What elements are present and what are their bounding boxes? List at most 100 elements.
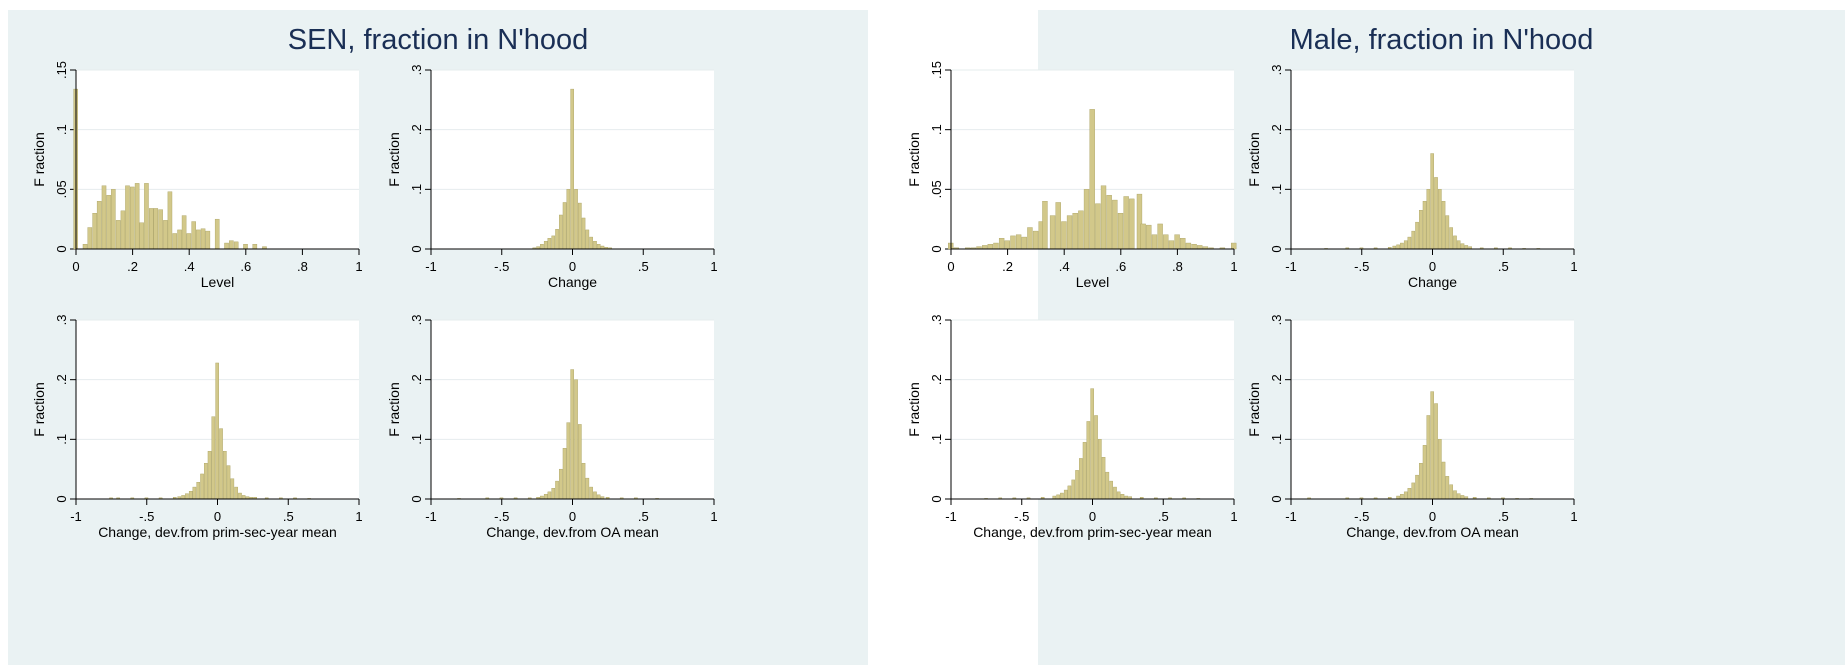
histogram-bar [1021, 236, 1027, 250]
histogram-bar [215, 362, 219, 500]
histogram-bar [1094, 415, 1098, 500]
histogram-bar [192, 486, 197, 500]
histogram-bar [243, 244, 248, 250]
histogram-bar [1407, 236, 1412, 250]
histogram-bar [1109, 480, 1113, 500]
histogram-bar [1456, 493, 1461, 500]
histogram-bar [82, 244, 88, 250]
histogram-bar [1063, 489, 1068, 500]
histogram-bar [229, 240, 234, 250]
y-tick-label: .05 [54, 180, 69, 198]
histogram-bar [1086, 421, 1091, 500]
histogram-bar [1197, 245, 1203, 250]
histogram-bar [1123, 196, 1129, 250]
histogram-bar [1438, 189, 1442, 250]
x-tick-label: -1 [70, 509, 82, 524]
histogram-bar [1449, 227, 1453, 250]
histogram-bar [115, 220, 121, 250]
histogram-bar [1072, 212, 1078, 250]
histogram-bar [134, 183, 140, 250]
histogram-bar [1426, 415, 1431, 500]
x-tick-label: .5 [638, 509, 649, 524]
histogram-bar [111, 189, 116, 250]
y-tick-label: .1 [1269, 434, 1284, 445]
histogram-sen-dev-oa: 0 .1 .2 .3 -1 -.5 0 .5 1 Change, dev.from OA mean… [386, 315, 718, 540]
histogram-bar [87, 227, 93, 250]
histogram-bar [1434, 403, 1438, 500]
figure-title: SEN, fraction in N'hood [287, 24, 589, 56]
histogram-bar [1100, 185, 1107, 250]
histogram-male-change: 0 .1 .2 .3 -1 -.5 0 .5 1 Change F raction [1246, 65, 1578, 290]
histogram-bar [578, 202, 582, 250]
histogram-sen-change: 0 .1 .2 .3 -1 -.5 0 .5 1 Change F raction [386, 65, 718, 290]
y-tick-label: .1 [929, 434, 944, 445]
histogram-bar [1066, 215, 1073, 250]
histogram-bar [1407, 488, 1412, 500]
histogram-bar [551, 488, 556, 500]
x-axis-label: Change, dev.from OA mean [1346, 524, 1519, 540]
x-tick-label: .2 [127, 259, 138, 274]
x-tick-label: .5 [283, 509, 294, 524]
histogram-bar [1079, 458, 1083, 500]
histogram-bar [1061, 221, 1067, 250]
histogram-bar [1056, 494, 1060, 500]
histogram-bar [200, 228, 206, 250]
x-tick-label: .4 [184, 259, 195, 274]
histogram-bar [585, 229, 590, 250]
y-tick-label: .1 [409, 184, 424, 195]
x-tick-label: -.5 [494, 509, 509, 524]
x-tick-label: -1 [425, 509, 437, 524]
histogram-bar [593, 491, 597, 500]
histogram-bar [555, 229, 559, 250]
histogram-bar [226, 465, 231, 500]
y-tick-label: 0 [929, 495, 944, 502]
histogram-bar [1411, 482, 1416, 500]
histogram-bar [1438, 439, 1442, 500]
histogram-bar [177, 229, 182, 250]
histogram-bar [581, 462, 586, 500]
x-tick-label: -.5 [1354, 509, 1369, 524]
histogram-bar [1163, 234, 1169, 250]
histogram-bar [1453, 490, 1457, 500]
x-tick-label: 0 [569, 259, 576, 274]
histogram-bar [230, 478, 235, 500]
y-axis-label: F raction [386, 132, 402, 186]
y-tick-label: 0 [1269, 245, 1284, 252]
histogram-bar [158, 209, 163, 250]
y-axis-label: F raction [906, 382, 922, 436]
y-tick-label: .1 [54, 434, 69, 445]
histogram-bar [1415, 474, 1419, 500]
histogram-bar [211, 416, 216, 500]
histogram-bar [1174, 234, 1180, 250]
histogram-bar [1453, 235, 1457, 250]
y-tick-label: .2 [54, 374, 69, 385]
histogram-bar [195, 229, 201, 250]
histogram-bar [596, 244, 601, 250]
x-tick-label: 0 [214, 509, 221, 524]
histogram-bar [1430, 391, 1434, 500]
y-tick-label: .1 [929, 124, 944, 135]
x-tick-label: 1 [1570, 509, 1577, 524]
histogram-bar [566, 189, 571, 250]
histogram-bar [570, 369, 574, 500]
histogram-bar [1106, 195, 1112, 250]
x-tick-label: 0 [1429, 509, 1436, 524]
histogram-bar [1445, 476, 1450, 500]
histogram-bar [1067, 485, 1072, 500]
histogram-bar [1129, 198, 1135, 250]
y-axis-label: F raction [906, 132, 922, 186]
histogram-bar [1434, 177, 1438, 250]
x-tick-label: .5 [638, 259, 649, 274]
histogram-bar [1120, 494, 1125, 500]
histogram-bar [578, 424, 582, 500]
histogram-bar [581, 217, 586, 250]
y-tick-label: .1 [409, 434, 424, 445]
histogram-bar [233, 241, 239, 250]
histogram-bar [153, 208, 159, 250]
histogram-bar [1116, 491, 1121, 500]
histogram-bar [96, 201, 102, 250]
histogram-bar [191, 221, 196, 250]
histogram-bar [1422, 201, 1427, 250]
y-tick-label: .3 [1269, 65, 1284, 76]
histogram-bar [1430, 153, 1434, 250]
